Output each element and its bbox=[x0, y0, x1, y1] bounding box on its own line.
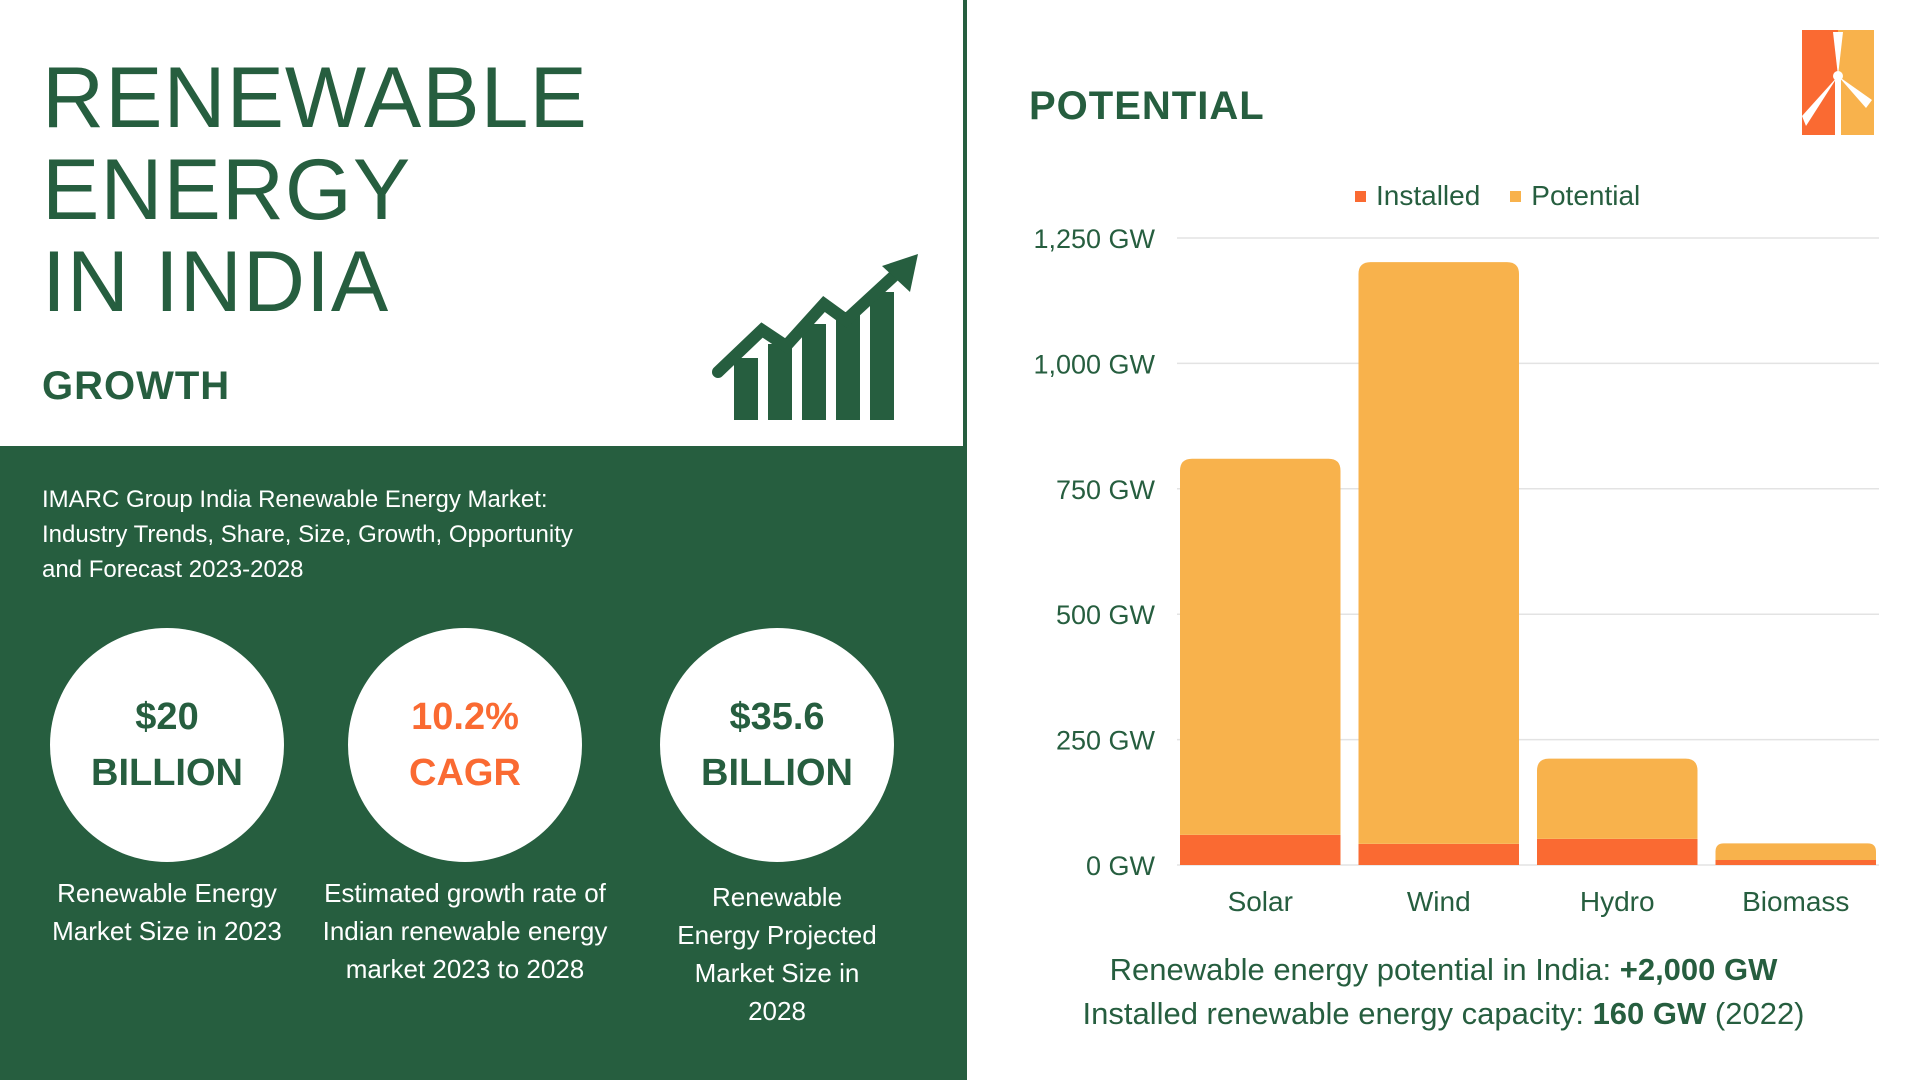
bar-installed-wind bbox=[1358, 843, 1519, 865]
bar-chart-growth-arrow-icon bbox=[712, 254, 918, 420]
caption-text: Installed renewable energy capacity: bbox=[1082, 996, 1593, 1031]
bar-installed-solar bbox=[1180, 834, 1341, 865]
growth-heading: GROWTH bbox=[42, 364, 231, 408]
page-title: RENEWABLE ENERGY IN INDIA bbox=[42, 52, 588, 328]
bar-potential-hydro bbox=[1537, 758, 1698, 839]
potential-bar-chart: 0 GW 250 GW 500 GW 750 GW 1,000 GW 1,250 GW So… bbox=[1033, 224, 1879, 917]
y-tick-label: 1,250 GW bbox=[1033, 224, 1155, 254]
left-panel: RENEWABLE ENERGY IN INDIA GROWTH IMARC G… bbox=[0, 52, 963, 1080]
y-tick-label: 500 GW bbox=[1056, 600, 1156, 630]
caption-text: Renewable energy potential in India: bbox=[1109, 952, 1620, 987]
stat-cagr: 10.2% CAGR Estimated growth rate of Indi… bbox=[320, 628, 610, 988]
x-tick-label: Solar bbox=[1228, 886, 1293, 917]
right-panel: POTENTIAL Installed Potential 0 GW 250 GW… bbox=[967, 0, 1920, 1080]
legend-item-potential: Potential bbox=[1510, 180, 1640, 212]
y-tick-label: 250 GW bbox=[1056, 726, 1156, 756]
bar-installed-hydro bbox=[1537, 838, 1698, 865]
source-text: IMARC Group India Renewable Energy Marke… bbox=[42, 486, 573, 583]
stat-value: $35.6 bbox=[729, 696, 825, 738]
stat-description: Renewable Energy Projected Market Size i… bbox=[677, 882, 877, 1026]
legend-swatch-installed bbox=[1355, 190, 1366, 202]
legend-swatch-potential bbox=[1510, 190, 1522, 202]
stat-value: $20 bbox=[135, 696, 199, 738]
stat-market-size-2028: $35.6 BILLION Renewable Energy Projected… bbox=[632, 628, 922, 1030]
potential-heading: POTENTIAL bbox=[1029, 84, 1265, 128]
caption-text: (2022) bbox=[1706, 996, 1805, 1031]
market-stats-panel: IMARC Group India Renewable Energy Marke… bbox=[0, 446, 963, 1080]
bar-installed-biomass bbox=[1715, 859, 1876, 865]
legend-label: Potential bbox=[1531, 180, 1641, 211]
stat-circle: 10.2% CAGR bbox=[348, 628, 582, 862]
caption-line-potential: Renewable energy potential in India: +2,… bbox=[967, 948, 1920, 992]
bar-potential-wind bbox=[1358, 262, 1519, 844]
y-tick-label: 1,000 GW bbox=[1033, 349, 1155, 379]
stat-unit: CAGR bbox=[409, 752, 521, 794]
x-tick-label: Wind bbox=[1407, 886, 1471, 917]
legend-label: Installed bbox=[1376, 180, 1481, 211]
caption-value: +2,000 GW bbox=[1619, 952, 1778, 987]
chart-legend: Installed Potential bbox=[1355, 180, 1640, 212]
bar-potential-solar bbox=[1180, 458, 1341, 835]
stat-circle: $35.6 BILLION bbox=[660, 628, 894, 862]
stat-unit: BILLION bbox=[701, 752, 853, 794]
caption-line-installed: Installed renewable energy capacity: 160… bbox=[967, 992, 1920, 1036]
title-line-2: ENERGY bbox=[42, 142, 412, 238]
x-tick-label: Hydro bbox=[1580, 886, 1655, 917]
wind-turbine-logo-icon bbox=[1802, 30, 1874, 135]
title-line-3: IN INDIA bbox=[42, 234, 390, 330]
y-tick-label: 750 GW bbox=[1056, 475, 1156, 505]
legend-item-installed: Installed bbox=[1355, 180, 1480, 212]
y-tick-label: 0 GW bbox=[1086, 851, 1156, 881]
stat-description: Estimated growth rate of Indian renewabl… bbox=[322, 878, 608, 984]
stat-description: Renewable Energy Market Size in 2023 bbox=[52, 878, 282, 946]
bar-potential-biomass bbox=[1715, 843, 1876, 860]
vertical-divider bbox=[963, 0, 967, 1080]
x-tick-label: Biomass bbox=[1742, 886, 1849, 917]
chart-caption: Renewable energy potential in India: +2,… bbox=[967, 948, 1920, 1036]
stat-circle: $20 BILLION bbox=[50, 628, 284, 862]
stat-market-size-2023: $20 BILLION Renewable Energy Market Size… bbox=[22, 628, 312, 950]
stat-unit: BILLION bbox=[91, 752, 243, 794]
title-line-1: RENEWABLE bbox=[42, 50, 588, 146]
caption-value: 160 GW bbox=[1592, 996, 1707, 1031]
stat-value: 10.2% bbox=[411, 696, 519, 738]
